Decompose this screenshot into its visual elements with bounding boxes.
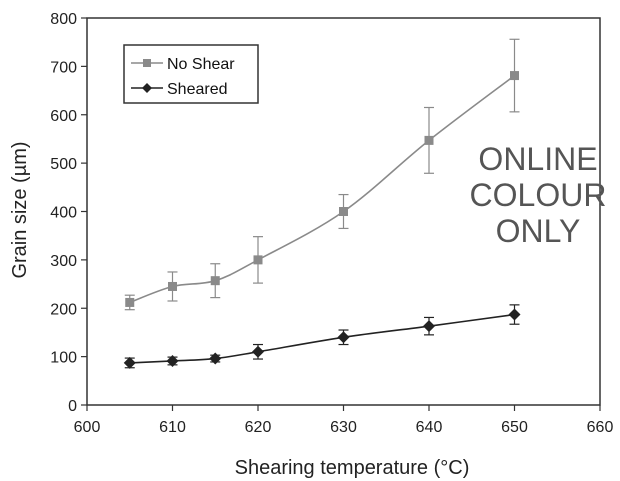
- annotation-colour: COLOUR: [470, 177, 607, 213]
- y-tick-label: 100: [50, 350, 77, 367]
- annotation-online: ONLINE: [478, 141, 597, 177]
- data-point: [209, 352, 222, 365]
- data-point: [168, 281, 177, 291]
- data-point: [339, 207, 348, 216]
- legend-marker-no-shear: [143, 59, 151, 67]
- series-line-no-shear: [129, 74, 515, 304]
- series-line-sheared: [129, 313, 515, 364]
- x-tick-label: 620: [245, 419, 272, 436]
- y-tick-label: 200: [50, 301, 77, 318]
- data-point: [252, 345, 264, 358]
- data-point: [210, 276, 220, 286]
- x-tick-label: 630: [330, 419, 357, 436]
- x-axis: 600 610 620 630 640 650 660: [74, 405, 614, 436]
- annotation-only: ONLY: [496, 213, 581, 249]
- series-no-shear: [124, 38, 520, 311]
- y-tick-label: 800: [50, 11, 77, 28]
- legend: No Shear Sheared: [123, 44, 259, 104]
- series-sheared: [123, 304, 521, 369]
- data-point: [423, 320, 435, 333]
- y-axis: 0 100 200 300 400 500 600 700 800: [50, 11, 87, 415]
- y-tick-label: 0: [68, 398, 77, 415]
- data-point: [123, 356, 136, 369]
- data-point: [125, 297, 135, 307]
- legend-box: [123, 44, 259, 104]
- y-tick-label: 600: [50, 108, 77, 125]
- x-axis-title: Shearing temperature (°C): [235, 457, 470, 479]
- x-tick-label: 660: [587, 419, 614, 436]
- y-tick-label: 400: [50, 205, 77, 222]
- legend-marker-sheared: [142, 83, 152, 93]
- legend-label-sheared: Sheared: [167, 81, 228, 98]
- data-point: [510, 71, 519, 81]
- series-layer: [123, 38, 521, 369]
- data-point: [337, 331, 350, 344]
- y-tick-label: 300: [50, 253, 77, 270]
- x-tick-label: 640: [416, 419, 443, 436]
- data-point: [508, 308, 521, 321]
- data-point: [424, 135, 434, 145]
- y-tick-label: 700: [50, 59, 77, 76]
- x-tick-label: 650: [501, 419, 528, 436]
- y-axis-title: Grain size (µm): [9, 141, 31, 278]
- x-tick-label: 610: [159, 419, 186, 436]
- x-tick-label: 600: [74, 419, 101, 436]
- legend-label-no-shear: No Shear: [167, 56, 235, 73]
- data-point: [253, 255, 263, 265]
- y-tick-label: 500: [50, 156, 77, 173]
- data-point: [166, 354, 179, 367]
